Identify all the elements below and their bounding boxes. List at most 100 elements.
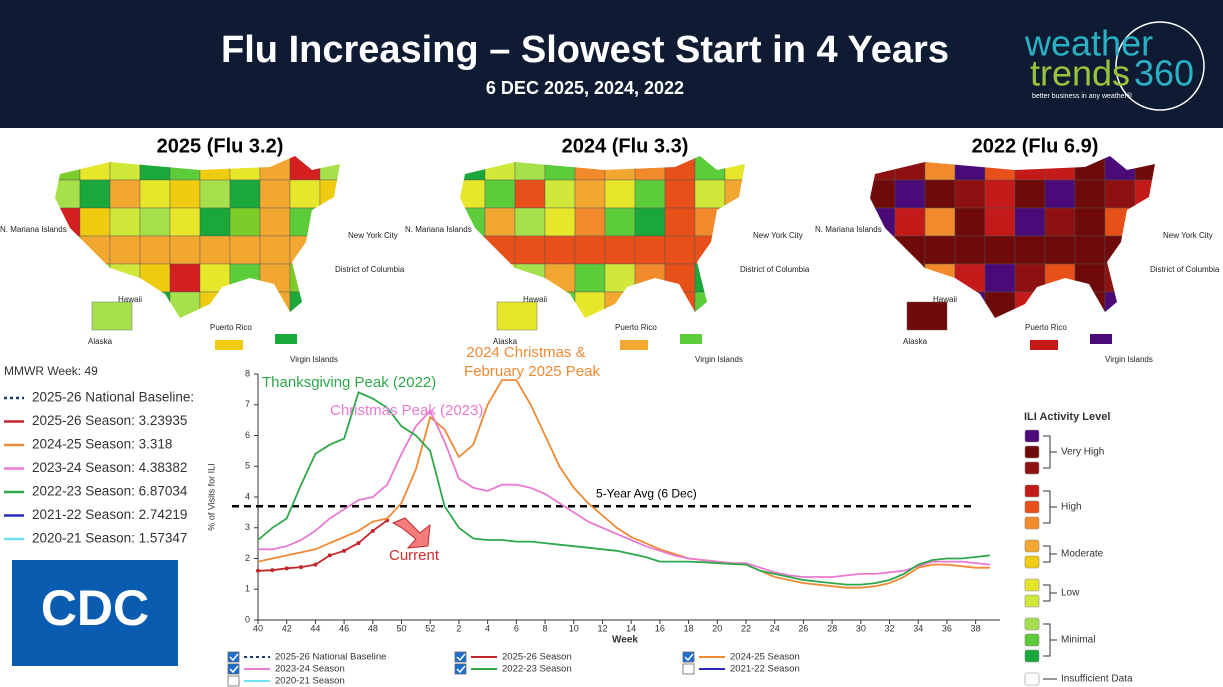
state-block	[55, 235, 81, 265]
legend-checkbox	[682, 651, 695, 663]
map-label: Hawaii	[523, 295, 547, 304]
annotation: February 2025 Peak	[464, 363, 600, 380]
ili-bracket	[1043, 545, 1057, 563]
logo-word: weather	[1024, 23, 1153, 64]
state-block	[1104, 235, 1136, 265]
state-block	[289, 207, 321, 237]
ili-bracket	[1043, 490, 1057, 524]
map-states	[870, 156, 1155, 318]
x-tick-label: 46	[339, 623, 349, 633]
state-block	[574, 207, 606, 237]
state-block	[1014, 207, 1046, 237]
state-block	[484, 179, 516, 209]
legend-checkbox	[227, 663, 240, 675]
state-block	[289, 235, 321, 265]
state-block	[574, 179, 606, 209]
virgin-islands	[275, 334, 297, 344]
state-block	[954, 263, 986, 293]
logo: weather trends 360 better business in an…	[1024, 21, 1205, 111]
state-block	[79, 207, 111, 237]
legend-check	[684, 653, 694, 662]
virgin-islands	[680, 334, 702, 344]
state-block	[1134, 156, 1155, 181]
alaska	[906, 301, 948, 331]
puerto-rico	[1030, 340, 1058, 350]
state-block	[460, 235, 486, 265]
state-block	[484, 235, 516, 265]
state-block	[55, 156, 81, 181]
ili-swatch	[1024, 578, 1040, 592]
state-block	[984, 291, 1016, 318]
state-block	[289, 156, 321, 181]
state-block	[924, 156, 956, 181]
y-tick-label: 6	[245, 430, 250, 440]
x-tick-label: 20	[712, 623, 722, 633]
state-block	[544, 179, 576, 209]
x-tick-label: 4	[485, 623, 490, 633]
ili-swatch	[1024, 484, 1040, 498]
state-block	[109, 179, 141, 209]
state-block	[694, 207, 726, 237]
x-tick-label: 16	[655, 623, 665, 633]
state-block	[664, 291, 696, 318]
legend-text: 2025-26 National Baseline	[275, 652, 386, 663]
state-block	[460, 263, 486, 293]
x-tick-label: 26	[798, 623, 808, 633]
legend-checkbox	[454, 663, 467, 675]
state-block	[514, 235, 546, 265]
state-block	[1014, 179, 1046, 209]
y-tick-label: 1	[245, 584, 250, 594]
state-block	[484, 207, 516, 237]
legend-text: 2023-24 Season	[275, 664, 345, 675]
state-block	[1074, 207, 1106, 237]
state-block	[574, 235, 606, 265]
y-tick-label: 3	[245, 522, 250, 532]
state-block	[169, 291, 201, 318]
state-block	[1104, 156, 1136, 181]
state-block	[924, 235, 956, 265]
state-block	[1104, 179, 1136, 209]
state-block	[319, 291, 340, 318]
map-title: 2025 (Flu 3.2)	[157, 135, 284, 157]
state-block	[109, 207, 141, 237]
side-legend-text: 2020-21 Season: 1.57347	[32, 531, 187, 546]
side-legend-heading: MMWR Week: 49	[4, 364, 98, 378]
side-legend-text: 2024-25 Season: 3.318	[32, 437, 172, 452]
state-block	[169, 179, 201, 209]
state-block	[604, 291, 636, 318]
ili-label: Low	[1061, 588, 1080, 599]
state-block	[634, 207, 666, 237]
state-block	[574, 263, 606, 293]
state-block	[229, 291, 261, 318]
state-block	[229, 263, 261, 293]
alaska	[496, 301, 538, 331]
state-block	[1134, 235, 1155, 265]
state-block	[109, 156, 141, 181]
ili-label: Very High	[1061, 447, 1104, 458]
map-label: New York City	[1163, 231, 1213, 240]
map-label: District of Columbia	[740, 265, 810, 274]
state-block	[1074, 263, 1106, 293]
ili-label: Minimal	[1061, 635, 1095, 646]
state-block	[169, 263, 201, 293]
state-block	[724, 235, 745, 265]
state-block	[1044, 235, 1076, 265]
map-label: Alaska	[903, 337, 928, 346]
state-block	[664, 207, 696, 237]
state-block	[169, 207, 201, 237]
state-block	[870, 179, 896, 209]
state-block	[634, 179, 666, 209]
series-marker	[313, 562, 318, 567]
state-block	[109, 263, 141, 293]
title: Flu Increasing – Slowest Start in 4 Year…	[221, 29, 949, 71]
side-legend-text: 2022-23 Season: 6.87034	[32, 484, 188, 499]
state-block	[319, 179, 340, 209]
map-states	[460, 156, 745, 318]
ili-swatch	[1024, 429, 1040, 443]
y-tick-label: 4	[245, 491, 250, 501]
state-block	[724, 179, 745, 209]
state-block	[319, 207, 340, 237]
x-tick-label: 32	[885, 623, 895, 633]
annotation: Christmas Peak (2023)	[330, 402, 483, 419]
series-line	[257, 391, 991, 586]
